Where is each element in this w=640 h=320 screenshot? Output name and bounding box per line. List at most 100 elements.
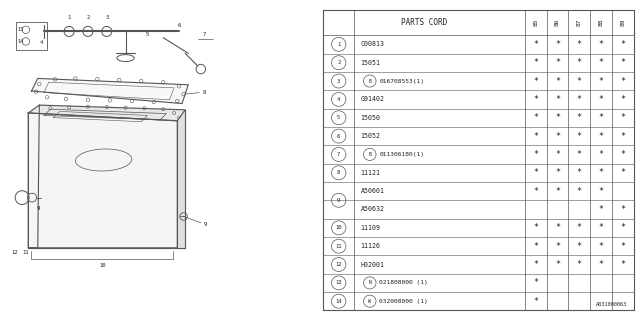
Text: *: * xyxy=(533,278,538,287)
Text: *: * xyxy=(533,187,538,196)
Text: 6: 6 xyxy=(337,133,340,139)
Text: *: * xyxy=(598,223,604,232)
Text: 11: 11 xyxy=(22,250,28,255)
Text: A50601: A50601 xyxy=(360,188,385,194)
Text: *: * xyxy=(555,113,560,122)
Text: PARTS CORD: PARTS CORD xyxy=(401,18,447,27)
Text: *: * xyxy=(533,58,538,67)
Text: *: * xyxy=(577,168,582,177)
Text: 9: 9 xyxy=(337,198,340,203)
Text: *: * xyxy=(598,205,604,214)
Text: *: * xyxy=(598,132,604,140)
Text: *: * xyxy=(555,95,560,104)
Text: 5: 5 xyxy=(337,115,340,120)
Text: 021808000 (1): 021808000 (1) xyxy=(379,280,428,285)
Text: H02001: H02001 xyxy=(360,261,385,268)
Text: A031000063: A031000063 xyxy=(596,302,627,308)
Text: *: * xyxy=(533,260,538,269)
Text: *: * xyxy=(555,40,560,49)
Text: 11109: 11109 xyxy=(360,225,380,231)
Text: 2: 2 xyxy=(86,15,90,20)
Text: 1: 1 xyxy=(67,15,71,20)
Text: 11126: 11126 xyxy=(360,243,380,249)
Text: *: * xyxy=(533,297,538,306)
Text: *: * xyxy=(533,40,538,49)
Text: 1: 1 xyxy=(337,42,340,47)
Text: *: * xyxy=(620,132,625,140)
Text: 13: 13 xyxy=(335,280,342,285)
Text: 016708553(1): 016708553(1) xyxy=(379,78,424,84)
Text: *: * xyxy=(598,260,604,269)
Text: *: * xyxy=(555,150,560,159)
Text: 9: 9 xyxy=(36,206,40,211)
Text: 12: 12 xyxy=(11,250,17,255)
Text: 032008000 (1): 032008000 (1) xyxy=(379,299,428,304)
Text: 9: 9 xyxy=(204,222,207,227)
Text: *: * xyxy=(598,58,604,67)
Text: 7: 7 xyxy=(337,152,340,157)
Polygon shape xyxy=(28,105,39,248)
Text: *: * xyxy=(555,132,560,140)
Text: A50632: A50632 xyxy=(360,206,385,212)
Text: B: B xyxy=(369,78,371,84)
Text: *: * xyxy=(577,76,582,85)
Text: *: * xyxy=(620,260,625,269)
Text: 10: 10 xyxy=(335,225,342,230)
Text: *: * xyxy=(533,76,538,85)
Text: *: * xyxy=(598,95,604,104)
Text: 15052: 15052 xyxy=(360,133,380,139)
Text: C00813: C00813 xyxy=(360,41,385,47)
Text: *: * xyxy=(555,58,560,67)
Text: *: * xyxy=(620,242,625,251)
Text: *: * xyxy=(620,113,625,122)
Text: *: * xyxy=(555,187,560,196)
Text: *: * xyxy=(577,242,582,251)
Text: 14: 14 xyxy=(335,299,342,304)
Text: *: * xyxy=(577,223,582,232)
Text: *: * xyxy=(598,40,604,49)
Text: *: * xyxy=(533,150,538,159)
Text: *: * xyxy=(620,40,625,49)
Text: 10: 10 xyxy=(99,262,106,268)
Text: *: * xyxy=(555,242,560,251)
Text: 8: 8 xyxy=(337,170,340,175)
Text: *: * xyxy=(620,205,625,214)
Text: *: * xyxy=(620,223,625,232)
Bar xyxy=(16,22,47,50)
Text: 7: 7 xyxy=(202,32,205,37)
Text: *: * xyxy=(598,187,604,196)
Text: 89: 89 xyxy=(620,19,625,26)
Text: N: N xyxy=(369,280,371,285)
Text: *: * xyxy=(620,150,625,159)
Text: *: * xyxy=(533,113,538,122)
Text: *: * xyxy=(555,168,560,177)
Text: *: * xyxy=(598,76,604,85)
Text: 2: 2 xyxy=(337,60,340,65)
Text: 8: 8 xyxy=(202,90,205,95)
Text: *: * xyxy=(533,132,538,140)
Text: 4: 4 xyxy=(337,97,340,102)
Text: B: B xyxy=(369,152,371,157)
Polygon shape xyxy=(31,78,188,104)
Text: 88: 88 xyxy=(598,19,604,26)
Text: *: * xyxy=(620,168,625,177)
Text: 15051: 15051 xyxy=(360,60,380,66)
Text: *: * xyxy=(555,223,560,232)
Text: 11121: 11121 xyxy=(360,170,380,176)
Text: *: * xyxy=(577,187,582,196)
Text: *: * xyxy=(577,150,582,159)
Text: *: * xyxy=(555,260,560,269)
Text: 12: 12 xyxy=(335,262,342,267)
Text: 011306180(1): 011306180(1) xyxy=(379,152,424,157)
Text: *: * xyxy=(555,76,560,85)
Text: *: * xyxy=(577,58,582,67)
Text: 13: 13 xyxy=(17,27,24,32)
Text: *: * xyxy=(577,95,582,104)
Text: 6: 6 xyxy=(177,23,180,28)
Text: *: * xyxy=(577,260,582,269)
Text: 14: 14 xyxy=(17,39,24,44)
Text: W: W xyxy=(369,299,371,304)
Text: 85: 85 xyxy=(533,19,538,26)
Text: 87: 87 xyxy=(577,19,582,26)
Text: *: * xyxy=(577,132,582,140)
